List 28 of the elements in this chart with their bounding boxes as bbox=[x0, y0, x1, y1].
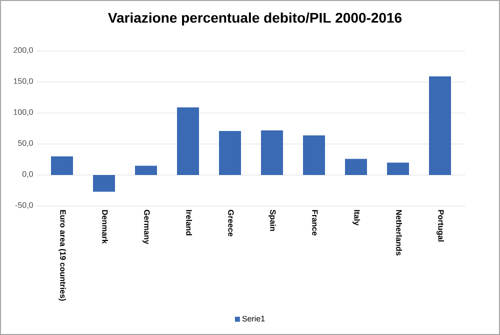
x-tick-label: Italy bbox=[352, 210, 360, 226]
chart-title: Variazione percentuale debito/PIL 2000-2016 bbox=[108, 12, 402, 26]
bar bbox=[51, 156, 73, 175]
bar bbox=[429, 76, 452, 175]
y-tick-label: 200,0 bbox=[14, 47, 33, 54]
bar bbox=[345, 158, 368, 175]
y-tick-label: 0,0 bbox=[22, 171, 33, 178]
bar bbox=[261, 130, 284, 175]
bar bbox=[387, 162, 410, 175]
bar bbox=[135, 166, 157, 175]
legend-label: Serie1 bbox=[242, 316, 265, 322]
y-tick-label: -50,0 bbox=[15, 202, 33, 209]
bar bbox=[93, 175, 115, 192]
x-tick-label: Ireland bbox=[186, 210, 192, 236]
bar bbox=[303, 135, 326, 175]
x-tick-label: Germany bbox=[142, 210, 150, 244]
bar bbox=[177, 107, 200, 175]
x-tick-label: Portugal bbox=[436, 210, 444, 242]
x-tick-label: Greece bbox=[228, 210, 234, 236]
x-tick-label: Netherlands bbox=[396, 210, 402, 256]
x-tick-label: Spain bbox=[268, 210, 276, 231]
y-tick-label: 50,0 bbox=[18, 140, 33, 147]
bar bbox=[219, 130, 242, 175]
y-tick-label: 150,0 bbox=[14, 78, 33, 85]
x-tick-label: Denmark bbox=[102, 210, 108, 244]
y-tick-label: 100,0 bbox=[14, 109, 33, 116]
x-tick-label: France bbox=[312, 210, 318, 236]
x-tick-label: Euro area (19 countries) bbox=[58, 210, 66, 301]
